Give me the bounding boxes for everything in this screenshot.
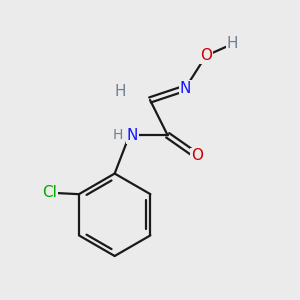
Text: O: O <box>191 148 203 164</box>
Text: O: O <box>200 48 212 63</box>
Text: H: H <box>112 128 123 142</box>
Text: N: N <box>127 128 138 143</box>
Text: Cl: Cl <box>42 185 57 200</box>
Text: H: H <box>115 84 126 99</box>
Text: N: N <box>180 81 191 96</box>
Text: H: H <box>227 37 238 52</box>
